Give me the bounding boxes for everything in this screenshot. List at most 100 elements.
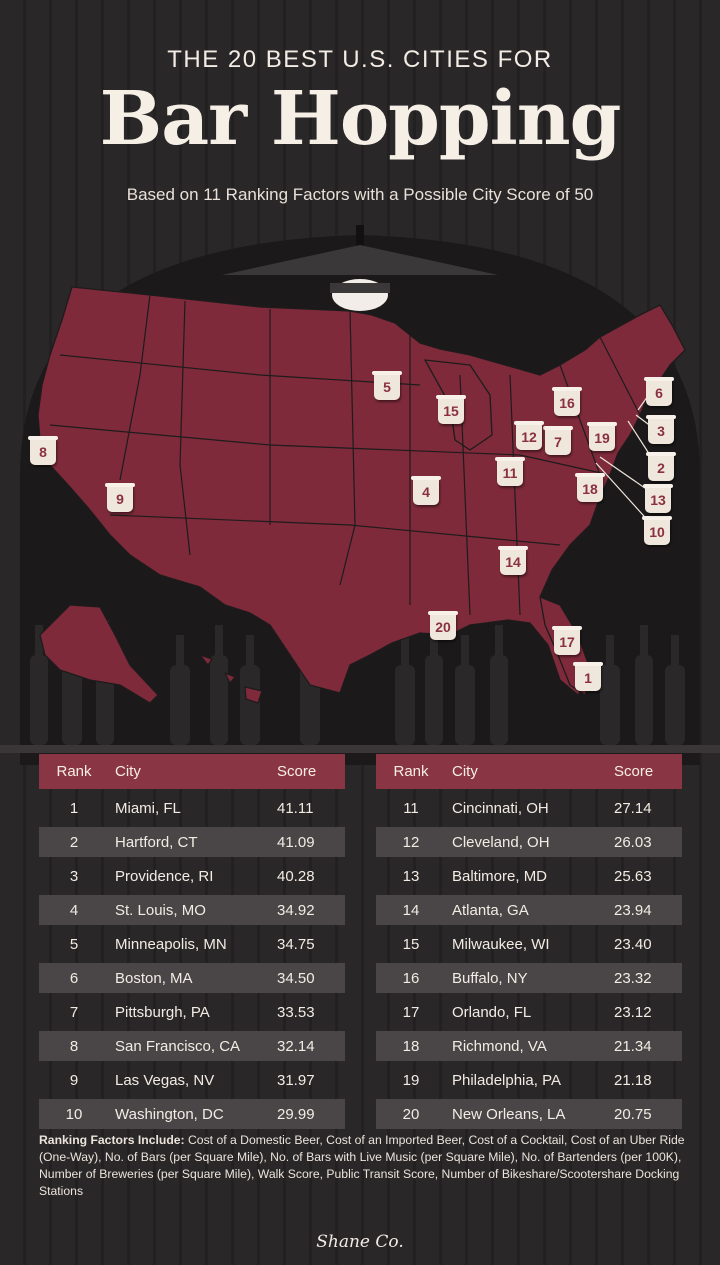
city-cell: Pittsburgh, PA — [115, 1003, 210, 1021]
header-score: Score — [277, 763, 317, 780]
score-cell: 34.75 — [277, 935, 315, 953]
table-row: 9 Las Vegas, NV 31.97 — [39, 1065, 345, 1095]
rank-cell: 12 — [402, 833, 420, 851]
rank-cell: 7 — [69, 1003, 79, 1021]
header-rank: Rank — [56, 763, 92, 780]
rank-cell: 9 — [69, 1071, 79, 1089]
table-row: 11 Cincinnati, OH 27.14 — [376, 793, 682, 823]
map-marker: 11 — [495, 457, 525, 486]
map-marker: 9 — [105, 483, 135, 512]
city-cell: Milwaukee, WI — [452, 935, 550, 953]
city-cell: Richmond, VA — [452, 1037, 547, 1055]
rank-cell: 19 — [402, 1071, 420, 1089]
subtitle: Based on 11 Ranking Factors with a Possi… — [126, 185, 594, 204]
score-cell: 32.14 — [277, 1037, 315, 1055]
city-cell: New Orleans, LA — [452, 1105, 566, 1123]
table-row: 15 Milwaukee, WI 23.40 — [376, 929, 682, 959]
score-cell: 40.28 — [277, 867, 315, 885]
rank-cell: 16 — [402, 969, 420, 987]
table-row: 7 Pittsburgh, PA 33.53 — [39, 997, 345, 1027]
map-marker: 16 — [552, 387, 582, 416]
table-header: Rank City Score — [39, 754, 345, 789]
score-cell: 27.14 — [614, 799, 652, 817]
table-row: 1 Miami, FL 41.11 — [39, 793, 345, 823]
rank-cell: 14 — [402, 901, 420, 919]
table-row: 14 Atlanta, GA 23.94 — [376, 895, 682, 925]
city-cell: Providence, RI — [115, 867, 214, 885]
table-row: 8 San Francisco, CA 32.14 — [39, 1031, 345, 1061]
score-cell: 34.92 — [277, 901, 315, 919]
rank-cell: 8 — [69, 1037, 79, 1055]
score-cell: 20.75 — [614, 1105, 652, 1123]
score-cell: 33.53 — [277, 1003, 315, 1021]
header-score: Score — [614, 763, 654, 780]
score-cell: 23.32 — [614, 969, 652, 987]
score-cell: 21.34 — [614, 1037, 652, 1055]
rank-cell: 4 — [69, 901, 79, 919]
shelf-divider — [0, 745, 720, 753]
table-header: Rank City Score — [376, 754, 682, 789]
ranking-factors-note: Ranking Factors Include: Cost of a Domes… — [39, 1132, 689, 1200]
map-marker: 4 — [411, 476, 441, 505]
rank-cell: 2 — [69, 833, 79, 851]
score-cell: 41.11 — [277, 799, 314, 817]
rank-cell: 13 — [402, 867, 420, 885]
map-marker: 7 — [543, 426, 573, 455]
score-cell: 23.94 — [614, 901, 652, 919]
table-row: 5 Minneapolis, MN 34.75 — [39, 929, 345, 959]
table-row: 20 New Orleans, LA 20.75 — [376, 1099, 682, 1129]
bottle-silhouettes — [30, 620, 685, 745]
table-row: 6 Boston, MA 34.50 — [39, 963, 345, 993]
map-marker: 13 — [643, 484, 673, 513]
table-row: 13 Baltimore, MD 25.63 — [376, 861, 682, 891]
rank-cell: 20 — [402, 1105, 420, 1123]
table-row: 3 Providence, RI 40.28 — [39, 861, 345, 891]
score-cell: 25.63 — [614, 867, 652, 885]
lamp-icon — [222, 225, 498, 311]
city-cell: St. Louis, MO — [115, 901, 206, 919]
rank-cell: 3 — [69, 867, 79, 885]
map-marker: 8 — [28, 436, 58, 465]
city-cell: Boston, MA — [115, 969, 193, 987]
table-row: 16 Buffalo, NY 23.32 — [376, 963, 682, 993]
city-cell: Minneapolis, MN — [115, 935, 227, 953]
table-row: 12 Cleveland, OH 26.03 — [376, 827, 682, 857]
map-marker: 1 — [573, 662, 603, 691]
table-row: 2 Hartford, CT 41.09 — [39, 827, 345, 857]
table-row: 18 Richmond, VA 21.34 — [376, 1031, 682, 1061]
score-cell: 29.99 — [277, 1105, 315, 1123]
map-marker: 20 — [428, 611, 458, 640]
city-cell: Buffalo, NY — [452, 969, 528, 987]
city-cell: Washington, DC — [115, 1105, 224, 1123]
factors-text: Cost of a Domestic Beer, Cost of an Impo… — [39, 1133, 685, 1198]
table-row: 10 Washington, DC 29.99 — [39, 1099, 345, 1129]
table-row: 17 Orlando, FL 23.12 — [376, 997, 682, 1027]
rank-cell: 6 — [69, 969, 79, 987]
header-city: City — [115, 763, 141, 780]
map-marker: 18 — [575, 473, 605, 502]
city-cell: Philadelphia, PA — [452, 1071, 561, 1089]
map-marker: 12 — [514, 421, 544, 450]
rank-cell: 17 — [402, 1003, 420, 1021]
map-marker: 14 — [498, 546, 528, 575]
score-cell: 26.03 — [614, 833, 652, 851]
rank-cell: 5 — [69, 935, 79, 953]
score-cell: 23.12 — [614, 1003, 652, 1021]
map-marker: 2 — [646, 452, 676, 481]
table-row: 4 St. Louis, MO 34.92 — [39, 895, 345, 925]
rank-cell: 18 — [402, 1037, 420, 1055]
map-marker: 6 — [644, 377, 674, 406]
map-marker: 17 — [552, 626, 582, 655]
header-rank: Rank — [393, 763, 429, 780]
city-cell: San Francisco, CA — [115, 1037, 241, 1055]
page-title: Bar Hopping — [99, 76, 622, 162]
score-cell: 23.40 — [614, 935, 652, 953]
city-cell: Cleveland, OH — [452, 833, 550, 851]
rank-cell: 11 — [403, 799, 419, 817]
ranking-table-right: Rank City Score 11 Cincinnati, OH 27.14 12… — [376, 754, 682, 1129]
score-cell: 21.18 — [614, 1071, 652, 1089]
score-cell: 34.50 — [277, 969, 315, 987]
city-cell: Baltimore, MD — [452, 867, 548, 885]
kicker-heading: THE 20 BEST U.S. CITIES FOR — [167, 46, 553, 73]
rank-cell: 1 — [69, 799, 79, 817]
